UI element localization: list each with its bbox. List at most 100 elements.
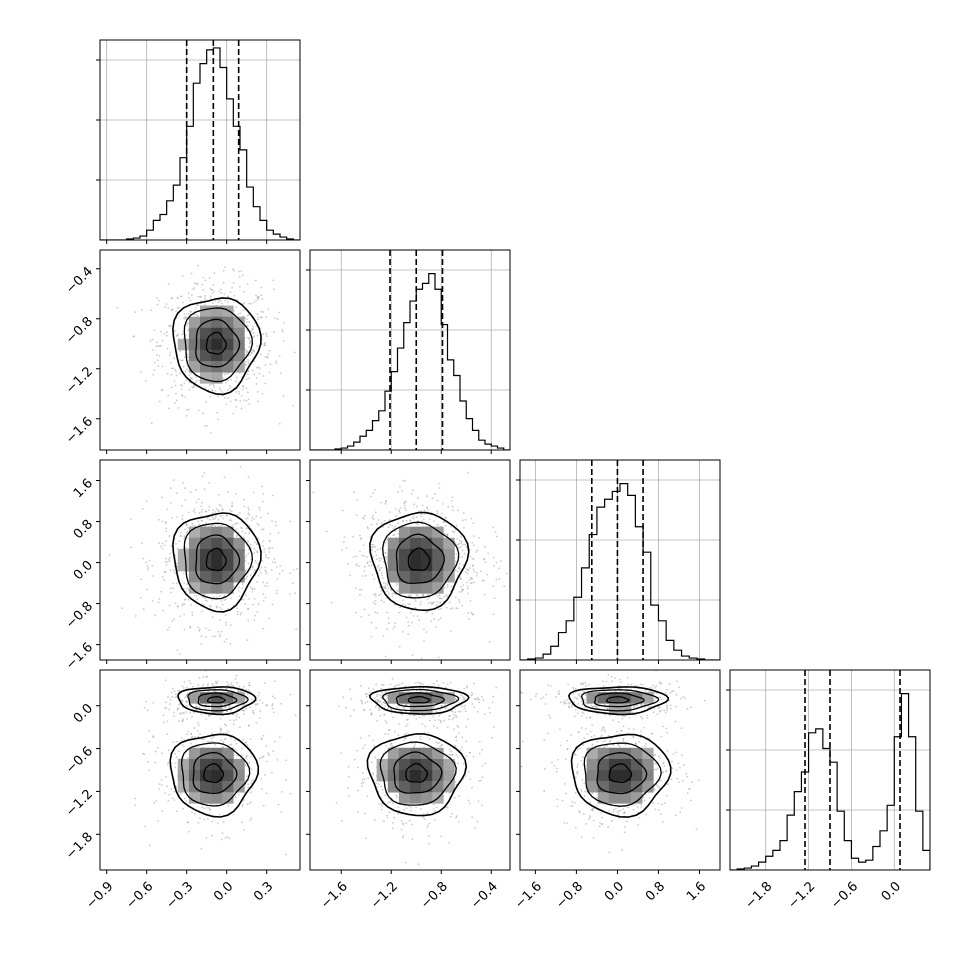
scatter-point — [166, 347, 169, 350]
scatter-point — [230, 737, 232, 739]
scatter-point — [464, 710, 467, 712]
scatter-point — [445, 706, 448, 709]
scatter-point — [364, 693, 367, 695]
scatter-point — [423, 512, 426, 515]
scatter-point — [375, 782, 378, 785]
scatter-point — [165, 775, 167, 778]
scatter-point — [247, 512, 250, 515]
scatter-point — [163, 332, 166, 335]
scatter-point — [458, 562, 461, 565]
scatter-point — [244, 764, 247, 767]
scatter-point — [371, 574, 374, 576]
scatter-point — [178, 306, 180, 309]
scatter-point — [382, 526, 385, 528]
scatter-point — [245, 775, 248, 778]
scatter-point — [221, 391, 224, 393]
scatter-point — [186, 527, 189, 529]
scatter-point — [370, 714, 373, 716]
scatter-point — [177, 750, 180, 753]
scatter-point — [162, 721, 165, 724]
scatter-point — [256, 313, 259, 316]
scatter-point — [212, 384, 215, 387]
scatter-point — [269, 363, 272, 366]
scatter-point — [437, 619, 440, 621]
scatter-point — [264, 344, 266, 347]
scatter-point — [389, 801, 392, 804]
scatter-point — [144, 825, 146, 828]
scatter-point — [466, 686, 469, 689]
density-cell — [233, 361, 245, 373]
scatter-point — [176, 399, 178, 402]
scatter-point — [540, 697, 542, 700]
scatter-point — [426, 507, 429, 510]
scatter-point — [420, 515, 423, 518]
scatter-point — [451, 505, 454, 508]
scatter-point — [362, 747, 365, 750]
scatter-point — [345, 546, 348, 549]
scatter-point — [199, 469, 201, 471]
density-cell — [387, 537, 400, 550]
scatter-point — [247, 313, 250, 316]
scatter-point — [451, 607, 454, 609]
scatter-point — [495, 578, 498, 581]
density-cell — [387, 758, 400, 771]
scatter-point — [407, 603, 410, 606]
scatter-point — [197, 626, 199, 629]
scatter-point — [183, 739, 185, 741]
scatter-point — [242, 303, 245, 305]
scatter-point — [192, 510, 195, 512]
scatter-point — [265, 760, 268, 763]
scatter-point — [191, 386, 193, 389]
scatter-point — [215, 507, 218, 510]
scatter-point — [363, 608, 366, 611]
scatter-point — [471, 693, 474, 696]
scatter-point — [242, 598, 245, 601]
scatter-point — [205, 522, 207, 525]
scatter-point — [246, 329, 248, 332]
scatter-point — [265, 745, 268, 747]
scatter-point — [233, 531, 236, 534]
scatter-point — [156, 359, 159, 362]
scatter-point — [215, 411, 218, 414]
scatter-point — [161, 548, 164, 550]
scatter-point — [439, 721, 442, 724]
scatter-point — [255, 543, 258, 546]
scatter-point — [470, 517, 473, 520]
scatter-point — [245, 577, 248, 580]
scatter-point — [640, 715, 642, 718]
density-cell — [177, 338, 190, 351]
density-cell — [222, 526, 234, 539]
scatter-point — [393, 625, 396, 628]
scatter-point — [144, 379, 147, 382]
scatter-point — [381, 703, 383, 706]
scatter-point — [401, 520, 404, 523]
scatter-point — [402, 599, 405, 602]
scatter-point — [248, 377, 250, 380]
scatter-point — [148, 740, 151, 743]
scatter-point — [439, 745, 442, 748]
scatter-point — [280, 811, 283, 814]
scatter-point — [498, 567, 501, 570]
scatter-point — [218, 606, 221, 609]
scatter-point — [471, 816, 474, 819]
scatter-point — [179, 535, 182, 537]
scatter-point — [418, 619, 421, 621]
scatter-point — [257, 537, 260, 540]
scatter-point — [170, 386, 173, 389]
scatter-point — [214, 680, 217, 683]
scatter-point — [276, 758, 279, 761]
scatter-point — [239, 372, 241, 375]
scatter-point — [146, 760, 149, 763]
scatter-point — [432, 520, 435, 522]
scatter-point — [487, 552, 490, 555]
scatter-point — [342, 509, 344, 512]
scatter-point — [148, 559, 151, 562]
scatter-point — [435, 626, 438, 629]
density-cell — [211, 372, 223, 384]
scatter-point — [241, 587, 244, 589]
density-cell — [410, 747, 422, 760]
scatter-point — [386, 697, 389, 700]
scatter-point — [567, 683, 570, 686]
scatter-point — [428, 518, 431, 521]
scatter-point — [446, 585, 449, 588]
